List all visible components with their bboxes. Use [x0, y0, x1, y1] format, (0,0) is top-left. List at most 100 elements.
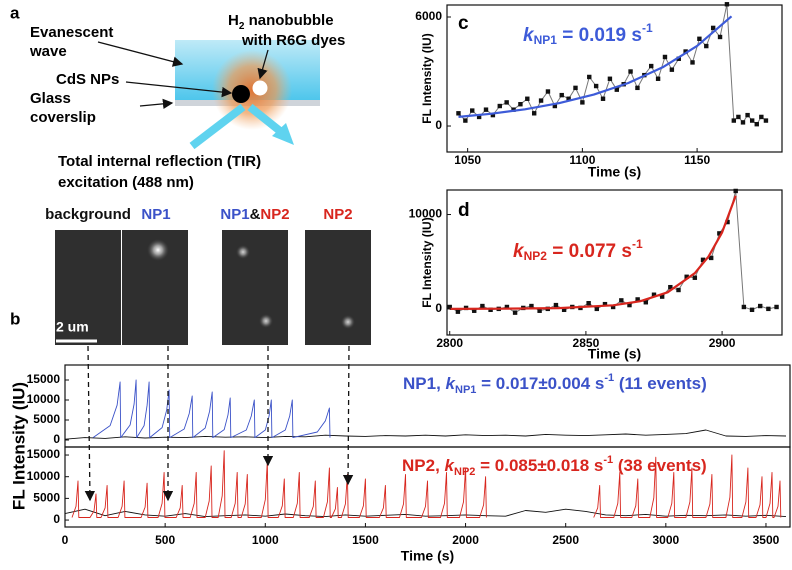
y-axis-label: FL Intensity (IU)	[9, 382, 28, 510]
data-point	[504, 100, 509, 105]
label-part: NP2	[260, 206, 289, 223]
data-point	[749, 307, 755, 313]
data-point	[697, 36, 702, 41]
data-point	[602, 301, 608, 307]
plots: 0 6000 1050 1100 1150 Time (s) FL Intensity (I…	[9, 2, 791, 564]
data-point	[710, 25, 716, 31]
annotation-part: -1	[632, 237, 643, 251]
annotation-part: k	[523, 25, 535, 46]
x-axis-label: Time (s)	[401, 548, 454, 564]
data-point	[594, 306, 599, 312]
data-point	[651, 292, 657, 297]
data-point	[628, 69, 633, 74]
image-label: NP1&NP2	[220, 206, 289, 223]
trace	[449, 195, 737, 310]
annotation-part: (11 events)	[614, 374, 707, 393]
trace	[64, 429, 787, 440]
pointer	[97, 41, 184, 67]
spot	[147, 239, 169, 261]
data-point	[717, 34, 723, 40]
annotation-part: = 0.019 s	[557, 25, 642, 46]
label-part: NP1	[141, 206, 170, 223]
data-point	[619, 298, 624, 303]
data-point	[774, 304, 779, 310]
annotation-part: NP2,	[402, 456, 445, 475]
panel-label: c	[458, 13, 469, 34]
data-point	[745, 112, 750, 118]
data-point	[669, 67, 675, 72]
y-tick-label: 6000	[415, 9, 442, 23]
dashed-arrow	[342, 345, 354, 486]
image-label: background	[45, 206, 131, 223]
x-tick-label: 2000	[452, 533, 479, 547]
label-part: &	[250, 206, 261, 223]
panel-label: b	[10, 309, 20, 328]
data-point	[607, 76, 613, 81]
x-tick-label: 1100	[569, 153, 595, 167]
data-point	[659, 294, 665, 299]
data-point	[649, 63, 654, 69]
pointer	[257, 49, 269, 80]
annotation-part: = 0.017±0.004 s	[476, 374, 604, 393]
spot	[259, 314, 273, 328]
data-point	[610, 304, 616, 310]
data-point	[483, 107, 489, 112]
annotation-part: NP1	[534, 33, 558, 47]
data-point	[627, 302, 632, 308]
data-point	[573, 85, 578, 91]
y-tick-label: 5000	[33, 491, 60, 505]
event-arrows	[84, 345, 354, 502]
y-axis-label: FL Intensity (IU)	[420, 217, 434, 307]
diagram-label: with R6G dyes	[241, 32, 345, 49]
pointer	[139, 98, 174, 110]
data-point	[538, 98, 544, 103]
reflected-beam	[247, 103, 283, 135]
trace	[458, 3, 767, 125]
beam-head	[272, 123, 294, 145]
annotation: kNP2 = 0.077 s-1	[513, 237, 643, 263]
data-point	[512, 310, 518, 315]
annotation-part: -1	[604, 372, 614, 384]
data-point	[733, 188, 738, 194]
data-point	[552, 103, 558, 109]
x-tick-label: 500	[155, 533, 175, 547]
x-tick-label: 3000	[652, 533, 679, 547]
data-point	[504, 304, 510, 310]
label-part: nanobubble	[244, 12, 333, 29]
annotation-part: k	[445, 456, 456, 475]
data-point	[463, 118, 468, 123]
plot-frame	[446, 189, 783, 336]
data-point	[643, 300, 649, 305]
y-tick-label: 15000	[27, 447, 61, 461]
data-point	[736, 114, 741, 120]
diagram-label: excitation (488 nm)	[58, 174, 194, 191]
data-point	[759, 114, 764, 120]
label-part: background	[45, 206, 131, 223]
label-part: NP1	[220, 206, 249, 223]
annotation-part: NP1,	[403, 374, 446, 393]
trace	[458, 15, 733, 118]
pointer	[125, 81, 233, 98]
data-point	[545, 89, 551, 94]
data-point	[766, 306, 771, 312]
annotation-part: -1	[642, 21, 653, 35]
dashed-arrow	[84, 345, 96, 502]
data-point	[740, 120, 746, 125]
data-point	[692, 275, 698, 280]
image	[305, 230, 371, 345]
bubble-dot	[252, 80, 268, 96]
label-part: NP2	[323, 206, 352, 223]
spot	[341, 315, 355, 329]
incident-beam	[189, 103, 246, 150]
data-point	[511, 107, 516, 112]
annotation-part: NP2	[454, 466, 475, 478]
data-point	[724, 2, 730, 7]
data-point	[704, 43, 709, 49]
diagram-label: CdS NPs	[56, 71, 119, 88]
x-tick-label: 1050	[454, 153, 481, 167]
data-point	[525, 96, 530, 101]
trace	[64, 508, 787, 518]
x-tick-label: 2900	[709, 336, 736, 350]
data-point	[497, 103, 502, 109]
data-point	[741, 304, 747, 310]
